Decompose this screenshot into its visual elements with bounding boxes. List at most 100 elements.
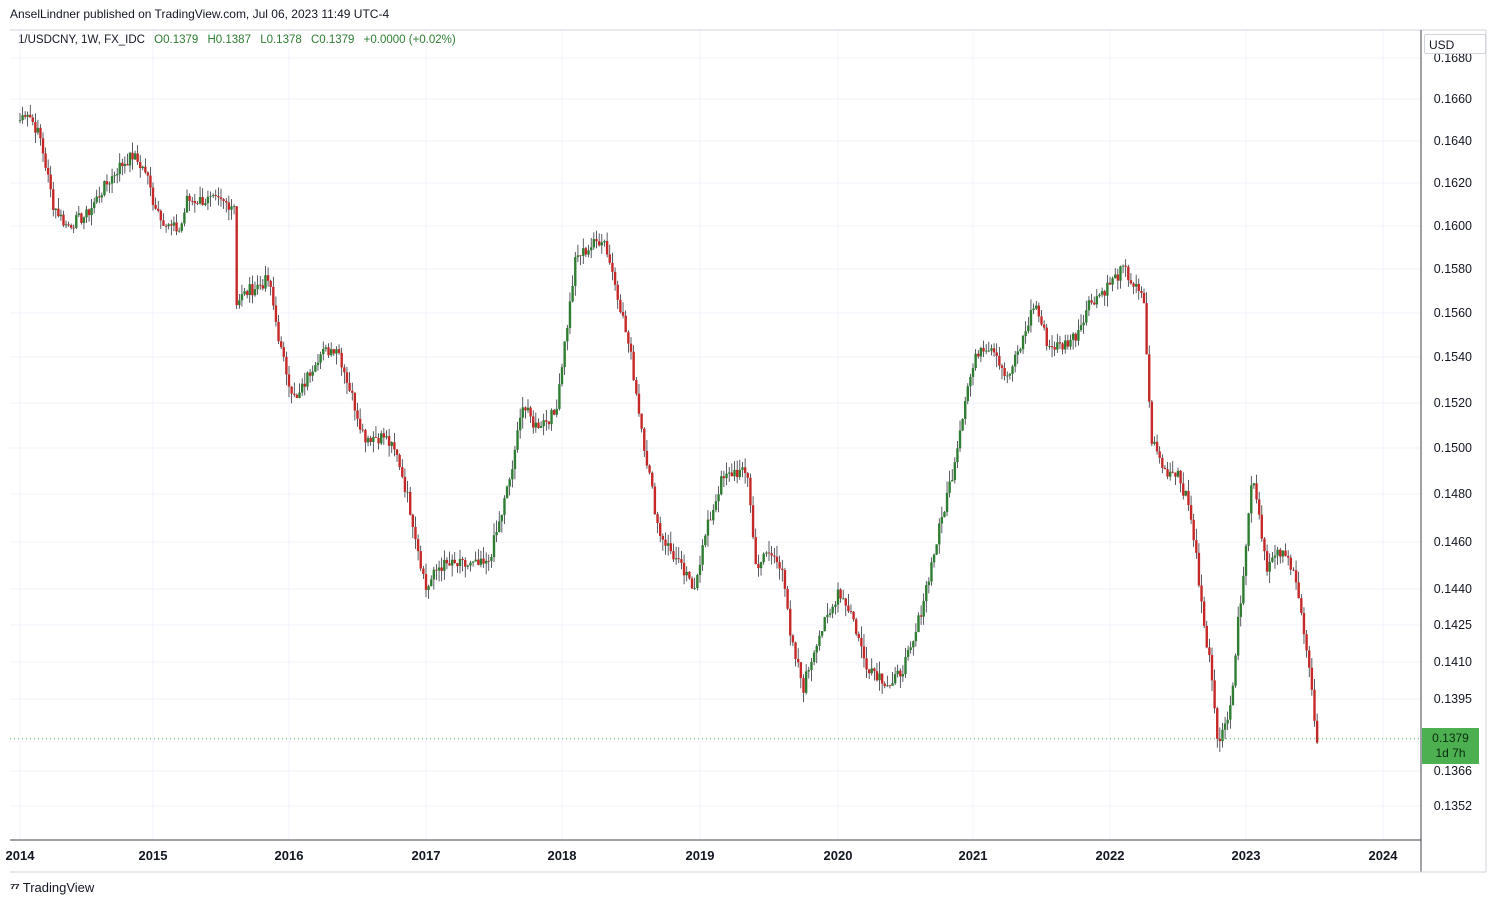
candle-body bbox=[1286, 555, 1290, 558]
candle-body bbox=[201, 197, 204, 205]
candle bbox=[243, 287, 246, 296]
candle bbox=[1124, 259, 1127, 277]
candle-body bbox=[1265, 551, 1269, 572]
candle-body bbox=[775, 556, 779, 563]
y-tick-label: 0.1366 bbox=[1434, 764, 1472, 778]
candle-body bbox=[1108, 282, 1112, 285]
candle-body bbox=[958, 430, 962, 449]
candle bbox=[54, 208, 58, 219]
candle bbox=[818, 630, 821, 651]
candle bbox=[534, 412, 538, 433]
candle bbox=[414, 516, 417, 549]
candle bbox=[238, 294, 241, 309]
legend-symbol[interactable]: 1/USDCNY, 1W, FX_IDC bbox=[18, 34, 145, 46]
candle-body bbox=[1315, 720, 1319, 743]
candle bbox=[157, 200, 160, 213]
candle-body bbox=[883, 683, 886, 687]
candle-body bbox=[1226, 719, 1229, 724]
candle-body bbox=[542, 420, 545, 427]
candle bbox=[899, 668, 902, 688]
candle-body bbox=[193, 200, 197, 204]
candle bbox=[938, 518, 941, 554]
candle-body bbox=[251, 284, 254, 296]
candle-body bbox=[1024, 331, 1027, 337]
candle bbox=[749, 473, 752, 513]
candle bbox=[537, 418, 540, 429]
currency-selector[interactable]: USD bbox=[1424, 34, 1486, 54]
x-tick-label: 2021 bbox=[959, 848, 988, 863]
candle-body bbox=[335, 349, 338, 354]
candle bbox=[62, 210, 65, 228]
candle-body bbox=[783, 570, 787, 589]
candle-body bbox=[862, 646, 866, 659]
candle bbox=[1145, 292, 1148, 355]
candle bbox=[141, 165, 144, 171]
candle bbox=[961, 418, 964, 432]
candle bbox=[329, 342, 333, 357]
candle-body bbox=[714, 501, 718, 510]
candle bbox=[248, 277, 251, 303]
candle bbox=[1050, 335, 1054, 358]
candle bbox=[395, 449, 399, 462]
candle bbox=[802, 674, 805, 703]
candle-body bbox=[906, 649, 910, 657]
candle bbox=[775, 545, 779, 569]
candle-body bbox=[293, 393, 296, 395]
candle bbox=[603, 239, 606, 247]
chart-axes: 2014 2015 2016 2017 2018 2019 2020 2021 2022 2023… bbox=[6, 29, 1487, 873]
candle-body bbox=[225, 200, 228, 203]
candle-body bbox=[979, 347, 983, 357]
candle bbox=[984, 343, 988, 355]
candle-body bbox=[430, 579, 433, 587]
candle-body bbox=[1069, 339, 1072, 347]
candle bbox=[849, 604, 853, 614]
candle-body bbox=[919, 615, 923, 617]
candle bbox=[1195, 528, 1198, 559]
candle-body bbox=[374, 437, 378, 438]
candle bbox=[566, 324, 569, 351]
candle bbox=[1127, 264, 1130, 287]
candle bbox=[664, 532, 667, 555]
candle-body bbox=[401, 467, 404, 477]
candle bbox=[450, 554, 454, 577]
candle bbox=[1281, 550, 1285, 563]
candle-body bbox=[831, 606, 834, 614]
candle-body bbox=[479, 558, 483, 565]
candle bbox=[139, 154, 142, 178]
candle-body bbox=[126, 164, 129, 166]
candle bbox=[77, 205, 81, 217]
candle-body bbox=[332, 349, 335, 354]
candle bbox=[789, 600, 792, 646]
candle bbox=[1292, 567, 1295, 572]
candle-body bbox=[387, 436, 391, 446]
candle bbox=[345, 366, 349, 395]
candle bbox=[235, 205, 238, 309]
candle bbox=[685, 566, 688, 582]
candle-body bbox=[505, 486, 509, 499]
candle-body bbox=[930, 562, 933, 582]
x-tick-label: 2024 bbox=[1369, 848, 1399, 863]
candle-body bbox=[1252, 483, 1256, 486]
candle bbox=[733, 460, 736, 482]
candle bbox=[285, 351, 288, 386]
candle-body bbox=[1281, 550, 1285, 557]
candle bbox=[796, 648, 800, 668]
candle-body bbox=[1179, 470, 1182, 484]
footer-brand[interactable]: ⁷⁷ TradingView bbox=[10, 880, 94, 895]
candle-body bbox=[818, 635, 821, 646]
candle-body bbox=[904, 656, 907, 675]
candle-body bbox=[484, 560, 488, 564]
candle-body bbox=[704, 535, 707, 546]
candle-body bbox=[1163, 467, 1167, 470]
candle-body bbox=[1103, 291, 1106, 296]
candle-body bbox=[121, 162, 124, 167]
candle bbox=[206, 190, 210, 211]
candle bbox=[1263, 537, 1266, 561]
candle-body bbox=[796, 658, 800, 663]
candle-body bbox=[1200, 585, 1203, 602]
candle-body bbox=[661, 535, 665, 540]
candle-body bbox=[253, 289, 257, 296]
candle bbox=[971, 363, 975, 386]
candle bbox=[508, 477, 511, 496]
